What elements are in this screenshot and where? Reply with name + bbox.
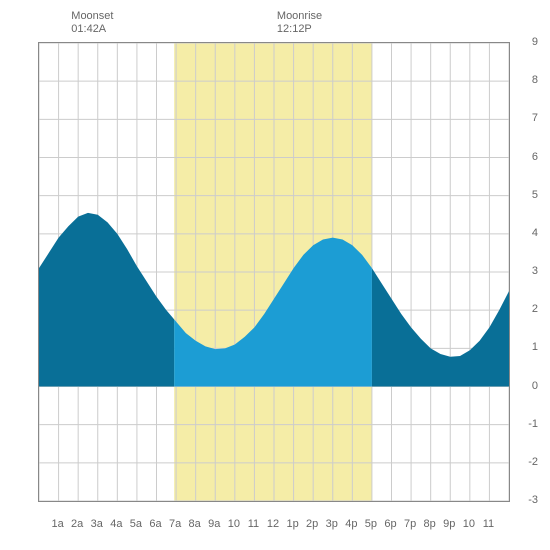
y-tick: 6	[532, 151, 538, 163]
y-tick: 2	[532, 303, 538, 315]
y-axis: -3-2-10123456789	[514, 42, 540, 502]
x-tick: 7a	[169, 518, 181, 530]
chart-svg	[39, 43, 509, 501]
x-tick: 1p	[286, 518, 298, 530]
y-tick: 8	[532, 74, 538, 86]
y-tick: 3	[532, 265, 538, 277]
x-tick: 8p	[424, 518, 436, 530]
x-tick: 5a	[130, 518, 142, 530]
x-tick: 2a	[71, 518, 83, 530]
x-tick: 4p	[345, 518, 357, 530]
x-tick: 9a	[208, 518, 220, 530]
x-tick: 6p	[384, 518, 396, 530]
x-axis: 1a 2a 3a 4a 5a 6a 7a 8a 9a 10 11 12 1p 2p 3p 4p 5p 6p 7p 8p…	[38, 510, 510, 540]
moon-event-time: 12:12P	[277, 23, 322, 36]
y-tick: 7	[532, 112, 538, 124]
x-tick: 11	[248, 518, 259, 530]
y-tick: 4	[532, 227, 538, 239]
x-tick: 1a	[51, 518, 63, 530]
moon-event-title: Moonrise	[277, 10, 322, 23]
x-tick: 6a	[149, 518, 161, 530]
x-tick: 7p	[404, 518, 416, 530]
x-tick: 5p	[365, 518, 377, 530]
x-tick: 3a	[91, 518, 103, 530]
x-tick: 9p	[443, 518, 455, 530]
y-tick: 9	[532, 36, 538, 48]
y-tick: -3	[528, 494, 538, 506]
x-tick: 11	[483, 518, 494, 530]
y-tick: 1	[532, 341, 538, 353]
moon-event-time: 01:42A	[71, 23, 113, 36]
moon-event-title: Moonset	[71, 10, 113, 23]
tide-chart: Moonset01:42AMoonrise12:12P -3-2-1012345…	[10, 10, 540, 540]
moon-event-label: Moonrise12:12P	[277, 10, 322, 36]
y-tick: -1	[528, 418, 538, 430]
moon-event-label: Moonset01:42A	[71, 10, 113, 36]
x-tick: 8a	[189, 518, 201, 530]
x-tick: 3p	[326, 518, 338, 530]
x-tick: 4a	[110, 518, 122, 530]
x-tick: 10	[463, 518, 475, 530]
x-tick: 2p	[306, 518, 318, 530]
y-tick: -2	[528, 456, 538, 468]
y-tick: 5	[532, 189, 538, 201]
x-tick: 10	[228, 518, 240, 530]
plot-area	[38, 42, 510, 502]
x-tick: 12	[267, 518, 279, 530]
y-tick: 0	[532, 380, 538, 392]
